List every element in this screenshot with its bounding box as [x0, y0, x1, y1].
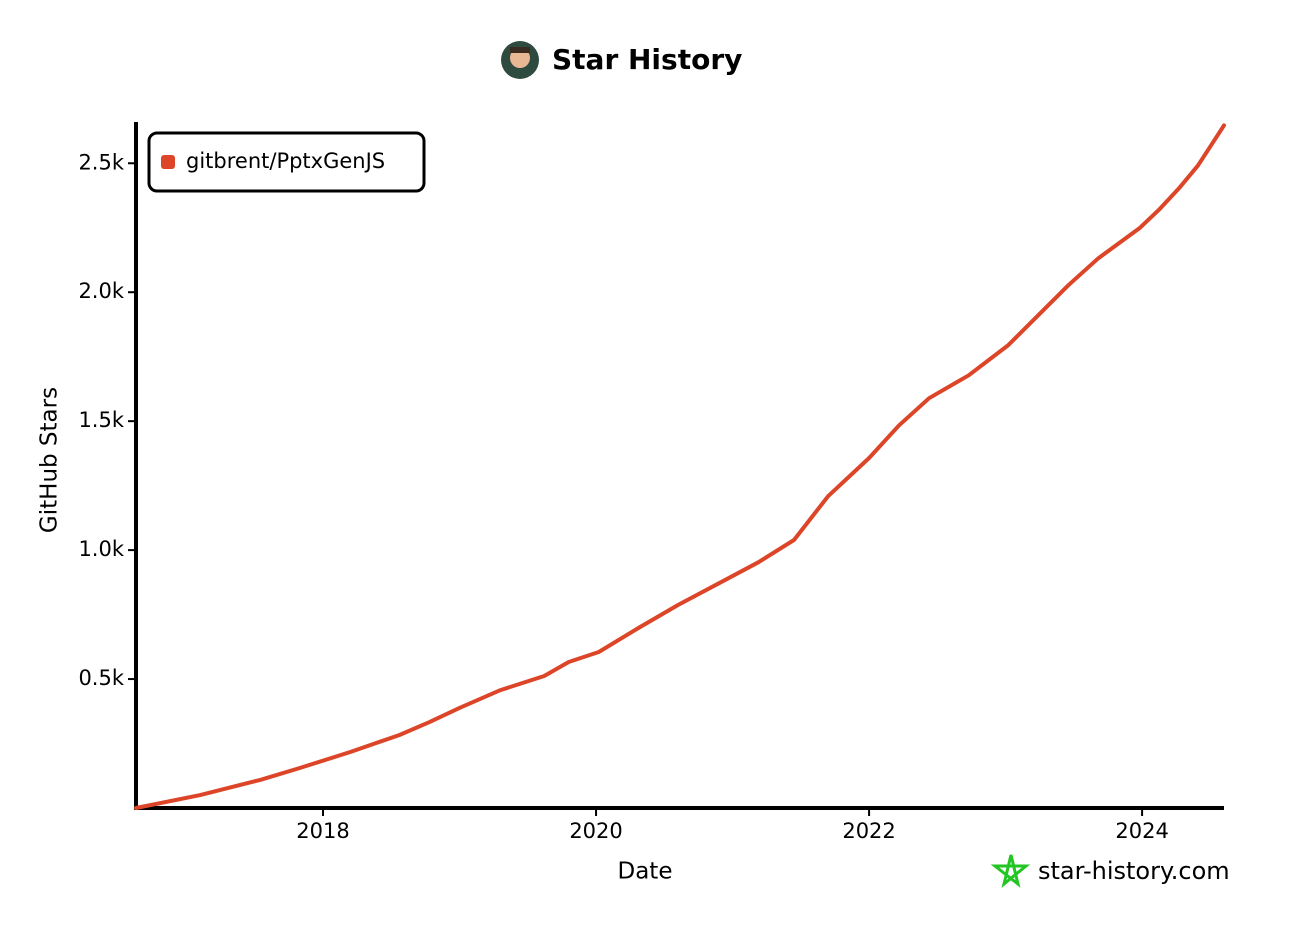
x-tick-label: 2022: [842, 819, 895, 843]
legend-label: gitbrent/PptxGenJS: [186, 149, 385, 173]
y-tick-label: 1.0k: [78, 537, 124, 561]
watermark-icon: [990, 854, 1031, 888]
watermark: star-history.com: [1038, 857, 1230, 885]
y-tick-label: 2.0k: [78, 279, 124, 303]
x-tick-label: 2020: [569, 819, 622, 843]
avatar: [501, 41, 539, 79]
legend-box: [147, 131, 426, 193]
x-tick-label: 2024: [1115, 819, 1168, 843]
y-tick-label: 0.5k: [78, 666, 124, 690]
y-tick-label: 2.5k: [78, 150, 124, 174]
y-axis-label: GitHub Stars: [37, 387, 63, 533]
legend-swatch: [161, 155, 175, 169]
y-tick-label: 1.5k: [78, 408, 124, 432]
chart-title: Star History: [552, 43, 742, 76]
x-tick-label: 2018: [296, 819, 349, 843]
series-line: [134, 123, 1226, 810]
x-axis-label: Date: [618, 859, 673, 885]
